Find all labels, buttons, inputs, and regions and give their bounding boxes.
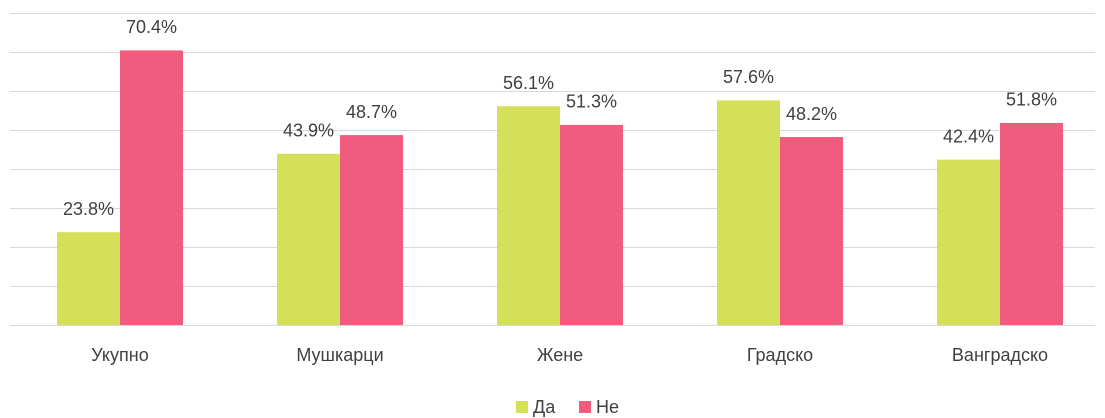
data-label: 48.2% xyxy=(786,104,837,124)
x-tick-label: Градско xyxy=(747,345,813,365)
bar xyxy=(340,135,403,325)
legend-swatch xyxy=(579,401,591,413)
x-tick-label: Жене xyxy=(537,345,583,365)
x-tick-label: Ванградско xyxy=(952,345,1048,365)
bar xyxy=(1000,122,1063,325)
data-label: 42.4% xyxy=(943,126,994,146)
bar xyxy=(57,232,120,325)
bar xyxy=(937,159,1000,325)
legend-label: Не xyxy=(596,397,619,417)
bar xyxy=(560,124,623,326)
legend-swatch xyxy=(516,401,528,413)
data-label: 48.7% xyxy=(346,102,397,122)
bar xyxy=(497,106,560,326)
data-label: 51.8% xyxy=(1006,90,1057,110)
data-label: 57.6% xyxy=(723,67,774,87)
data-label: 51.3% xyxy=(566,92,617,112)
bar xyxy=(277,153,340,325)
data-label: 56.1% xyxy=(503,73,554,93)
x-tick-label: Укупно xyxy=(91,345,148,365)
bar xyxy=(780,137,843,325)
data-label: 23.8% xyxy=(63,199,114,219)
bar xyxy=(120,50,183,325)
data-label: 43.9% xyxy=(283,121,334,141)
data-label: 70.4% xyxy=(126,17,177,37)
legend-label: Да xyxy=(533,397,556,417)
x-tick-label: Мушкарци xyxy=(296,345,383,365)
bar xyxy=(717,100,780,325)
